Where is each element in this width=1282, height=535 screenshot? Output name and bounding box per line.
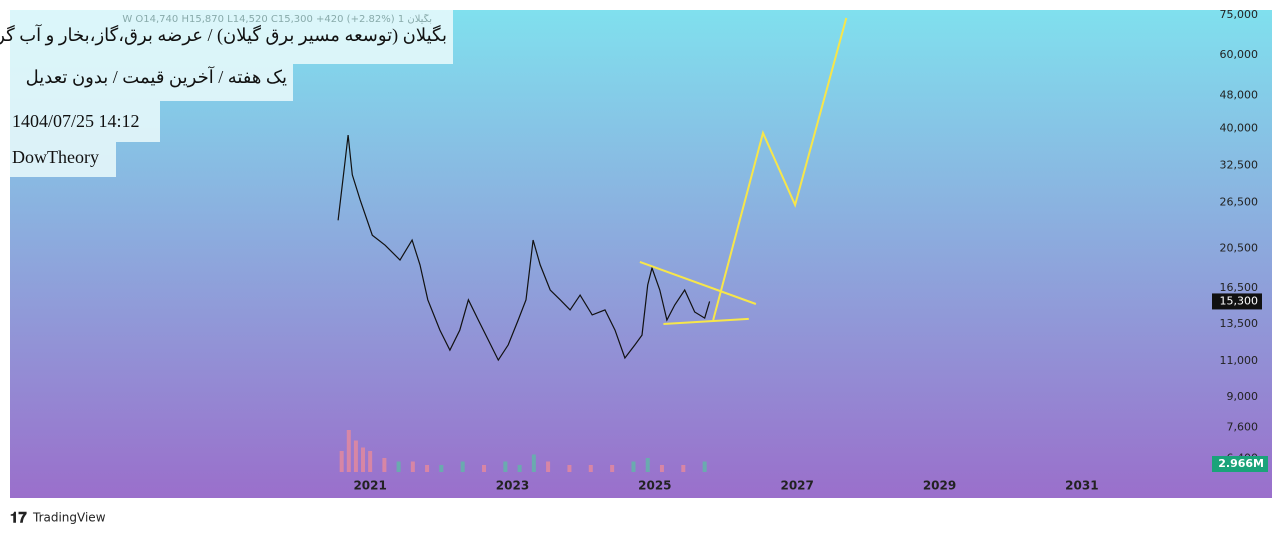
volume-bar [368, 451, 373, 472]
volume-bar [346, 430, 351, 472]
volume-bar [588, 465, 593, 472]
last-volume-tag [1212, 456, 1268, 472]
y-tick-label: 60,000 [1220, 48, 1259, 61]
volume-bar [460, 461, 465, 472]
volume-bar [631, 461, 636, 472]
volume-bar [681, 465, 686, 472]
volume-bar [353, 440, 358, 472]
x-tick-label: 2023 [496, 479, 529, 493]
volume-bar [425, 465, 430, 472]
y-tick-label: 40,000 [1220, 121, 1259, 134]
x-tick-label: 2029 [923, 479, 956, 493]
y-tick-label: 11,000 [1220, 354, 1259, 367]
volume-bar [503, 461, 508, 472]
legend-ohlc: بگیلان 1 W O14,740 H15,870 L14,520 C15,3… [122, 14, 432, 25]
volume-bar [610, 465, 615, 472]
datetime: 1404/07/25 14:12 [10, 101, 160, 142]
last-price-label: 15,300 [1220, 294, 1259, 307]
y-tick-label: 75,000 [1220, 8, 1259, 21]
title: بگیلان (توسعه مسیر برق گیلان) / عرضه برق… [0, 25, 447, 45]
volume-bar [382, 458, 387, 472]
volume-bar [659, 465, 664, 472]
drawing-line [712, 17, 848, 321]
y-tick-label: 26,500 [1220, 195, 1259, 208]
volume-bar [517, 465, 522, 472]
x-tick-label: 2021 [353, 479, 386, 493]
y-tick-label: 9,000 [1227, 390, 1259, 403]
brand: TradingView [32, 511, 106, 525]
y-tick-label: 48,000 [1220, 88, 1259, 101]
y-tick-label: 32,500 [1220, 159, 1259, 172]
volume-bar [339, 451, 344, 472]
y-tick-label: 7,600 [1227, 421, 1259, 434]
last-price-tag [1212, 293, 1262, 310]
y-tick-label: 16,500 [1220, 281, 1259, 294]
brand-logo: 𝟏𝟕 [10, 509, 27, 527]
volume-bar [439, 465, 444, 472]
x-tick-label: 2025 [638, 479, 671, 493]
volume-bar [567, 465, 572, 472]
y-tick-label: 13,500 [1220, 317, 1259, 330]
volume-bar [361, 447, 366, 472]
drawing-line [663, 317, 749, 325]
volume-bar [482, 465, 487, 472]
y-tick-label: 20,500 [1220, 242, 1259, 255]
volume-bar [546, 461, 551, 472]
volume-bar [396, 461, 401, 472]
x-tick-label: 2027 [780, 479, 813, 493]
x-tick-label: 2031 [1065, 479, 1098, 493]
author: DowTheory [10, 142, 116, 177]
volume-bar [531, 454, 536, 472]
price-line [337, 135, 711, 362]
volume-bar [410, 461, 415, 472]
subtitle: یک هفته / آخرین قیمت / بدون تعدیل [10, 64, 293, 101]
last-volume-label: 2.966M [1218, 457, 1264, 470]
volume-bar [702, 461, 707, 472]
drawing-line [639, 260, 757, 305]
title-box: بگیلان 1 W O14,740 H15,870 L14,520 C15,3… [0, 10, 453, 64]
volume-bar [645, 458, 650, 472]
